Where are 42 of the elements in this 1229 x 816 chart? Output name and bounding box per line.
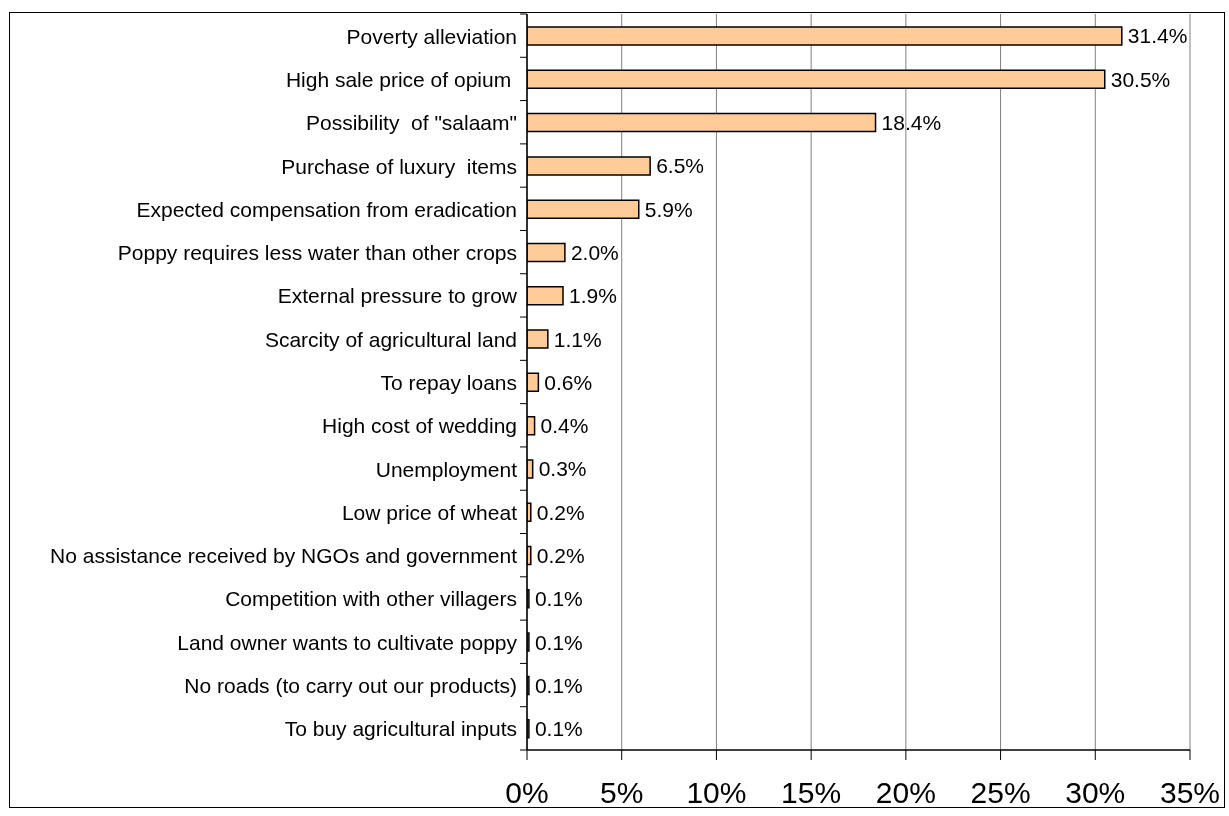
y-tick-label: To buy agricultural inputs: [284, 716, 517, 740]
y-tick-label: No assistance received by NGOs and government: [50, 543, 518, 567]
data-label: 0.1%: [534, 630, 583, 654]
data-label: 6.5%: [656, 154, 704, 178]
data-label: 18.4%: [881, 111, 942, 135]
data-label: 5.9%: [644, 197, 693, 221]
x-tick-label: 30%: [1065, 776, 1126, 810]
x-tick-label: 5%: [600, 776, 644, 810]
y-tick-label: External pressure to grow: [277, 283, 518, 307]
data-label: 0.4%: [540, 414, 589, 438]
data-label: 0.2%: [536, 543, 585, 567]
data-label: 1.9%: [568, 284, 617, 308]
y-tick-label: High cost of wedding: [322, 413, 517, 437]
x-tick-label: 0%: [505, 776, 549, 810]
data-label: 30.5%: [1110, 67, 1171, 91]
y-tick-label: Purchase of luxury items: [281, 154, 517, 178]
y-tick-label: Unemployment: [375, 457, 518, 481]
y-tick-label: Land owner wants to cultivate poppy: [177, 630, 518, 654]
data-label: 0.6%: [544, 370, 593, 394]
x-tick-label: 15%: [781, 776, 842, 810]
data-label: 0.1%: [534, 673, 583, 697]
data-label: 0.3%: [538, 457, 587, 481]
y-tick-label: Scarcity of agricultural land: [264, 327, 517, 351]
y-tick-label: No roads (to carry out our products): [184, 673, 517, 697]
y-tick-label: High sale price of opium: [285, 67, 517, 91]
data-label: 0.2%: [536, 500, 585, 524]
x-tick-label: 20%: [875, 776, 936, 810]
y-tick-label: Poppy requires less water than other crops: [117, 240, 517, 264]
data-label: 0.1%: [534, 587, 583, 611]
y-tick-label: Expected compensation from eradication: [136, 197, 517, 221]
y-tick-label: Low price of wheat: [341, 500, 518, 524]
x-tick-label: 25%: [970, 776, 1031, 810]
data-label: 0.1%: [534, 717, 583, 741]
data-label: 2.0%: [570, 240, 619, 264]
y-tick-label: Poverty alleviation: [346, 24, 517, 48]
x-tick-label: 10%: [686, 776, 747, 810]
data-label: 1.1%: [553, 327, 602, 351]
y-tick-label: To repay loans: [380, 370, 517, 394]
y-tick-label: Possibility of "salaam": [306, 110, 517, 134]
data-label: 31.4%: [1127, 24, 1188, 48]
x-tick-label: 35%: [1159, 776, 1221, 810]
y-tick-label: Competition with other villagers: [225, 586, 517, 610]
